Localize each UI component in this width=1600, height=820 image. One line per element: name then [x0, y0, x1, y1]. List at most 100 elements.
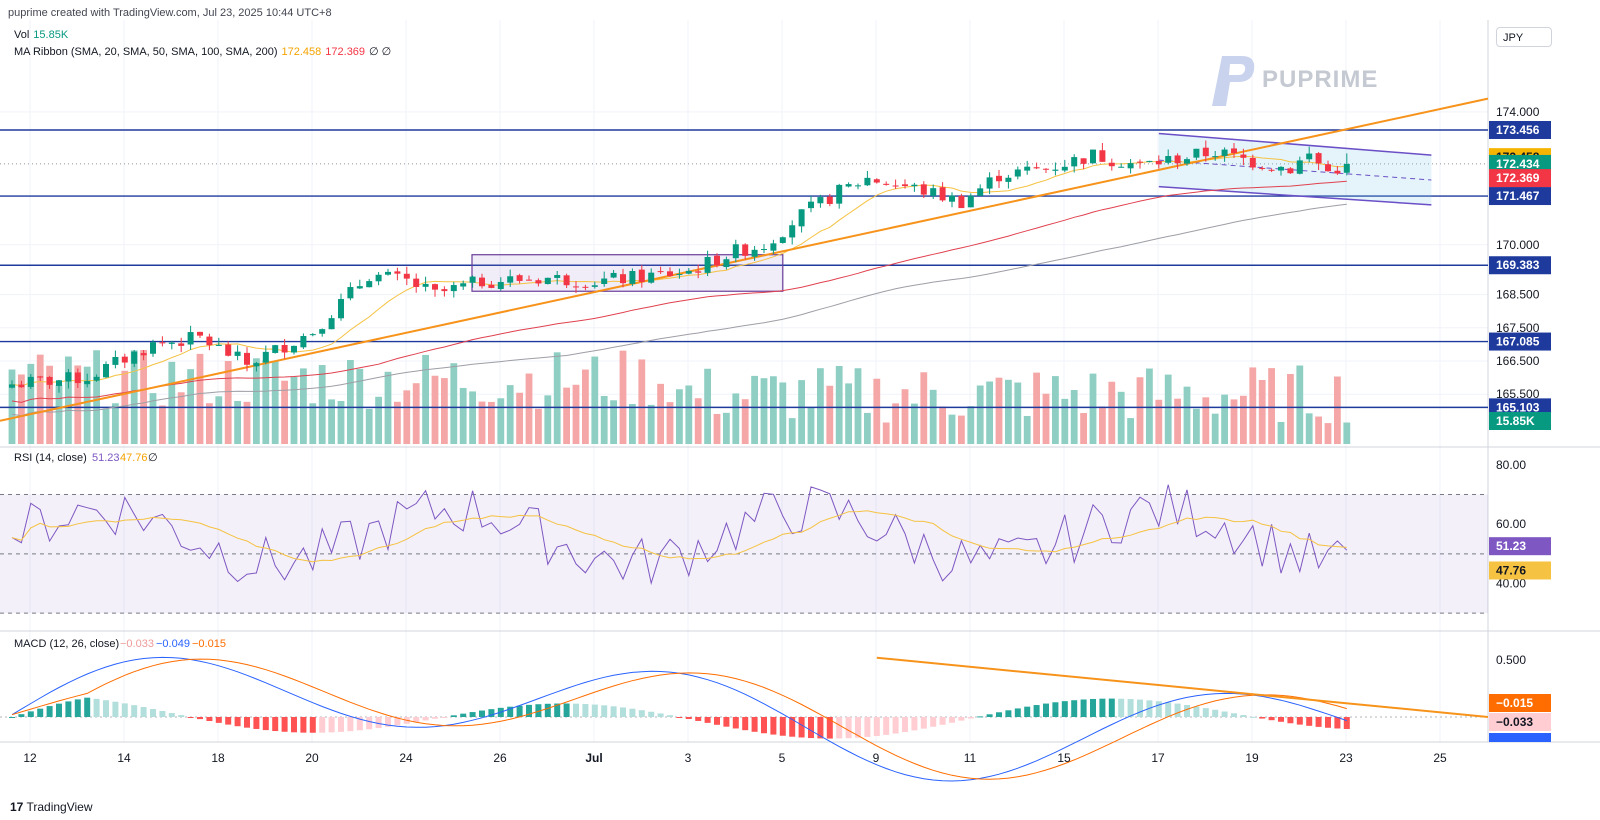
uptrend-line	[0, 97, 1489, 422]
macd-hist-bar	[986, 714, 993, 717]
time-tick-label: 15	[1057, 751, 1071, 765]
candle-body	[328, 318, 335, 330]
time-tick-label: 5	[779, 751, 786, 765]
ma-value-2: 172.369	[325, 46, 366, 58]
rsi-tick-label: 60.00	[1496, 517, 1526, 531]
macd-hist-bar	[676, 717, 683, 718]
rsi-line	[11, 484, 1348, 586]
time-tick-label: 24	[399, 751, 413, 765]
volume-bar	[168, 361, 176, 444]
rsi-value-tag-bg	[1489, 537, 1551, 556]
volume-bar	[666, 402, 674, 444]
macd-hist-bar	[366, 717, 373, 730]
ma-ribbon-legend[interactable]: MA Ribbon (SMA, 20, SMA, 50, SMA, 100, S…	[14, 45, 395, 58]
candle-body	[845, 184, 852, 187]
volume-bar	[431, 375, 439, 444]
price-tick-label: 166.500	[1496, 354, 1540, 368]
macd-hist-bar	[507, 706, 514, 717]
macd-hist-bar	[375, 717, 382, 729]
macd-hist-bar	[234, 717, 241, 727]
candle-body	[131, 351, 138, 364]
macd-hist-bar	[864, 717, 871, 737]
macd-hist-bar	[253, 717, 260, 729]
candle-body	[751, 249, 758, 257]
price-tick-label: 165.500	[1496, 387, 1540, 401]
volume-bar	[262, 360, 270, 444]
macd-hist-bar	[1155, 701, 1162, 717]
candle-body	[535, 280, 542, 284]
volume-bar	[760, 378, 768, 444]
volume-bar	[65, 356, 72, 444]
volume-bar	[1089, 373, 1097, 444]
macd-hist-bar	[1174, 703, 1181, 717]
candle-body	[1024, 166, 1031, 171]
volume-bar	[243, 401, 251, 444]
candle-body	[939, 187, 946, 201]
volume-bar	[55, 385, 63, 444]
volume-bar	[253, 358, 260, 444]
macd-hist-bar	[1033, 705, 1040, 717]
volume-bar	[647, 404, 655, 444]
macd-hist-bar	[18, 714, 25, 717]
volume-bar	[854, 368, 862, 444]
macd-hist-bar	[328, 717, 335, 733]
candle-body	[817, 197, 824, 204]
volume-bar	[563, 387, 570, 444]
volume-bar	[224, 361, 232, 444]
rsi-tick-label: 80.00	[1496, 458, 1526, 472]
volume-bar	[779, 382, 787, 444]
volume-bar	[441, 378, 448, 444]
level-tag: 173.456	[1496, 123, 1540, 137]
macd-hist-bar	[1231, 713, 1237, 717]
volume-bar	[18, 374, 25, 444]
macd-hist-bar	[704, 717, 711, 723]
macd-hist-bar	[140, 707, 147, 717]
candle-body	[37, 376, 44, 378]
rsi-ma-tag-bg	[1489, 561, 1551, 580]
candle-body	[1249, 157, 1256, 168]
candle-body	[432, 284, 438, 290]
time-tick-label: 14	[117, 751, 131, 765]
candle-body	[902, 184, 908, 187]
candle-body	[657, 271, 664, 273]
macd-hist-bar	[751, 717, 758, 732]
candle-body	[150, 342, 156, 354]
candle-body	[309, 334, 316, 336]
time-tick-label: 18	[211, 751, 225, 765]
macd-hist-bar	[1325, 717, 1331, 728]
macd-hist-bar	[460, 713, 467, 717]
macd-legend-signal: −0.015	[192, 638, 226, 650]
candle-body	[469, 276, 476, 283]
macd-hist-bar	[1268, 717, 1275, 721]
candle-body	[1268, 169, 1275, 171]
candle-body	[281, 345, 288, 353]
candle-body	[667, 271, 673, 276]
watermark-text: PUPRIME	[1262, 66, 1379, 93]
currency-selector[interactable]: JPY	[1496, 27, 1552, 47]
macd-hist-bar	[1240, 715, 1247, 717]
macd-hist-bar	[873, 717, 880, 736]
macd-hist-bar	[1165, 702, 1172, 717]
volume-bar	[83, 366, 91, 444]
price-tick-label: 168.500	[1496, 288, 1540, 302]
channel-lower-line	[1158, 185, 1432, 206]
candle-body	[422, 283, 429, 287]
candle-body	[18, 384, 25, 388]
volume-bar	[619, 350, 627, 444]
candle-body	[911, 184, 918, 187]
current-price-tag: 172.434	[1496, 157, 1540, 171]
candle-body	[65, 372, 72, 382]
volume-bar	[694, 398, 702, 444]
macd-hist-bar	[1249, 716, 1256, 718]
macd-hist-bar	[300, 717, 307, 733]
candle-body	[168, 342, 175, 344]
volume-bar	[958, 415, 965, 444]
macd-hist-bar	[150, 708, 156, 717]
candle-body	[206, 336, 213, 346]
candle-body	[93, 376, 100, 381]
candle-body	[1221, 149, 1228, 156]
candle-body	[1287, 168, 1294, 174]
candle-body	[949, 195, 955, 202]
chart-credit: puprime created with TradingView.com, Ju…	[8, 7, 332, 19]
